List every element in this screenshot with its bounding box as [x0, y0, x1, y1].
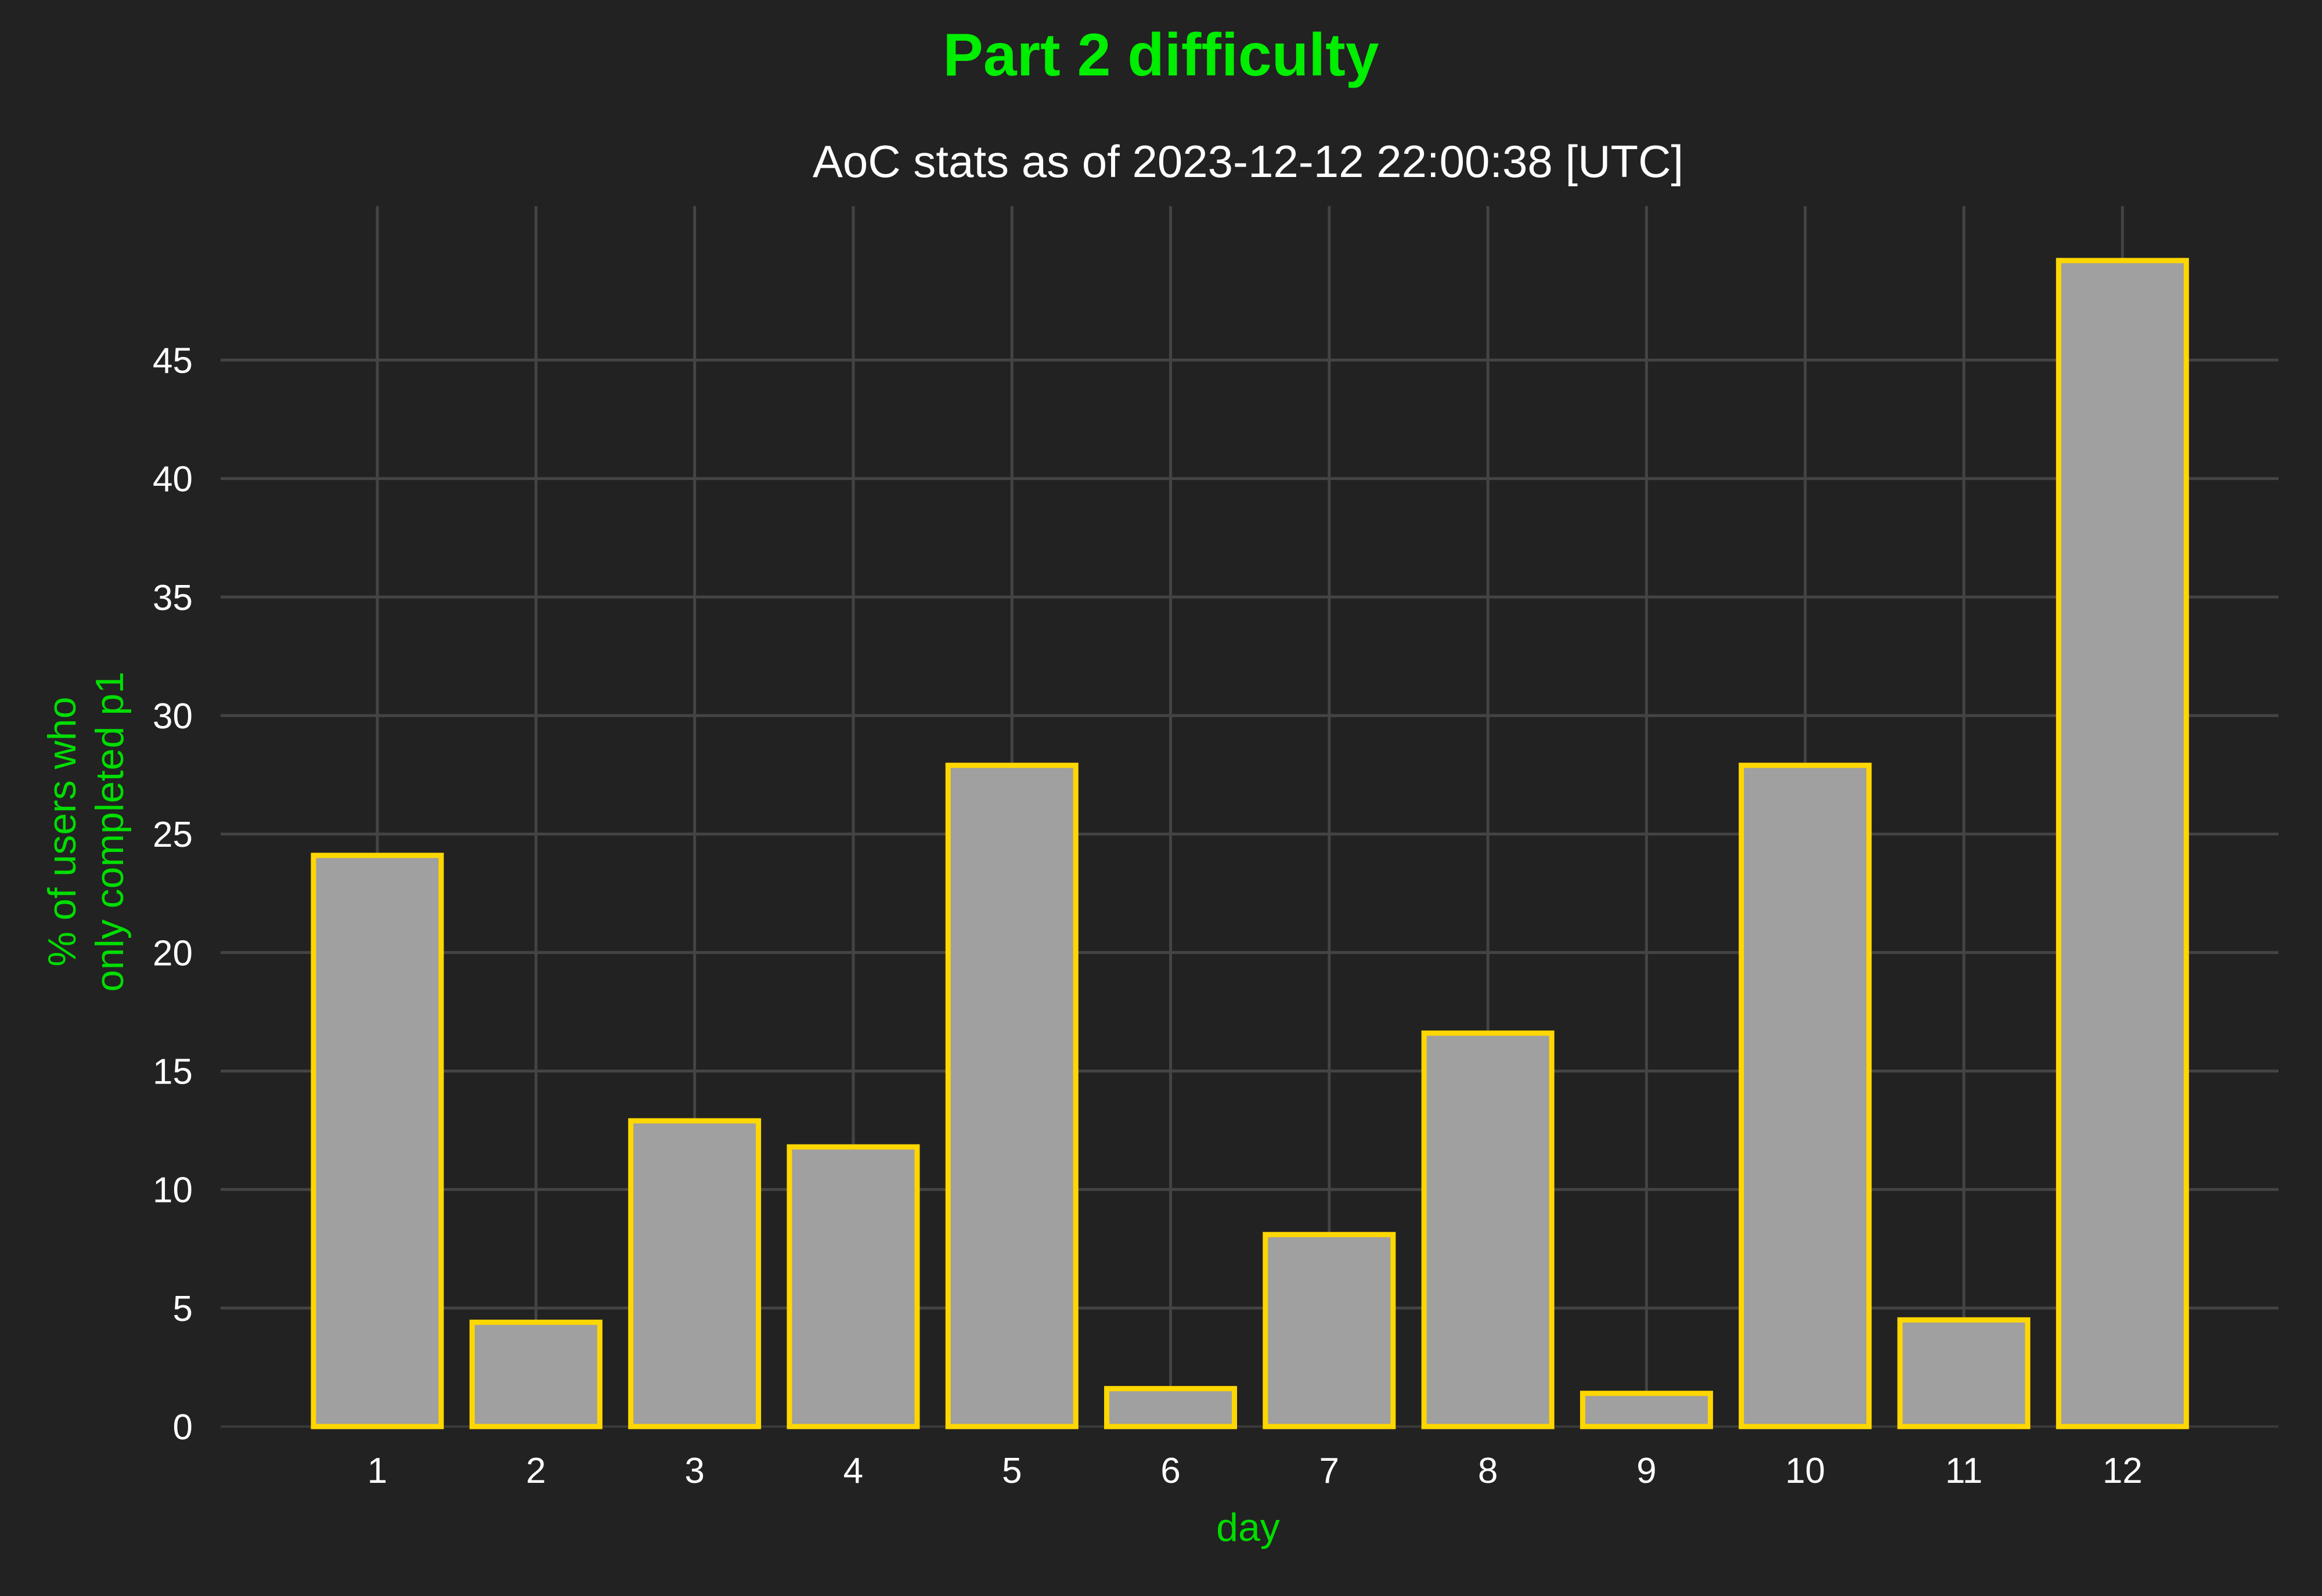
bar-day-10 — [1739, 763, 1872, 1429]
y-tick-label-45: 45 — [153, 341, 193, 381]
bar-day-9 — [1580, 1391, 1713, 1429]
y-tick-label-30: 30 — [153, 696, 193, 736]
bar-day-3 — [628, 1118, 762, 1429]
y-tick-label-35: 35 — [153, 578, 193, 618]
y-tick-label-15: 15 — [153, 1052, 193, 1092]
x-tick-label-12: 12 — [2103, 1451, 2143, 1491]
y-tick-labels: 0 5 10 15 20 25 30 35 40 45 — [153, 341, 193, 1447]
bar-day-5 — [945, 763, 1079, 1429]
x-tick-label-3: 3 — [684, 1451, 704, 1491]
x-tick-label-11: 11 — [1945, 1451, 1982, 1491]
y-tick-label-0: 0 — [173, 1407, 193, 1447]
y-tick-label-25: 25 — [153, 815, 193, 855]
grid-lines — [221, 206, 2278, 1427]
x-tick-label-4: 4 — [843, 1451, 863, 1491]
chart-subtitle: AoC stats as of 2023-12-12 22:00:38 [UTC… — [813, 136, 1683, 187]
bar-day-2 — [469, 1319, 603, 1429]
bar-day-6 — [1104, 1386, 1237, 1429]
x-tick-label-1: 1 — [367, 1451, 387, 1491]
x-tick-labels: 1 2 3 4 5 6 7 8 9 10 11 12 — [367, 1451, 2143, 1491]
y-tick-label-5: 5 — [173, 1289, 193, 1329]
bar-day-11 — [1897, 1317, 2031, 1429]
bar-day-4 — [787, 1144, 920, 1429]
y-axis-label-line-1: % of users who — [40, 697, 84, 967]
bar-day-12 — [2056, 258, 2189, 1429]
bar-day-7 — [1263, 1232, 1396, 1429]
x-axis-label: day — [1216, 1505, 1280, 1550]
bars — [311, 258, 2189, 1429]
y-tick-label-10: 10 — [153, 1171, 193, 1211]
x-tick-label-10: 10 — [1785, 1451, 1825, 1491]
x-tick-label-7: 7 — [1319, 1451, 1339, 1491]
x-tick-label-6: 6 — [1160, 1451, 1180, 1491]
bar-day-8 — [1421, 1030, 1555, 1429]
x-tick-label-2: 2 — [526, 1451, 546, 1491]
x-tick-label-9: 9 — [1636, 1451, 1656, 1491]
bar-day-1 — [311, 853, 444, 1429]
y-tick-label-20: 20 — [153, 933, 193, 973]
y-axis-label-line-2: only completed p1 — [88, 671, 132, 992]
x-tick-label-8: 8 — [1478, 1451, 1498, 1491]
x-tick-label-5: 5 — [1002, 1451, 1022, 1491]
y-tick-label-40: 40 — [153, 460, 193, 500]
chart-title: Part 2 difficulty — [943, 21, 1379, 89]
